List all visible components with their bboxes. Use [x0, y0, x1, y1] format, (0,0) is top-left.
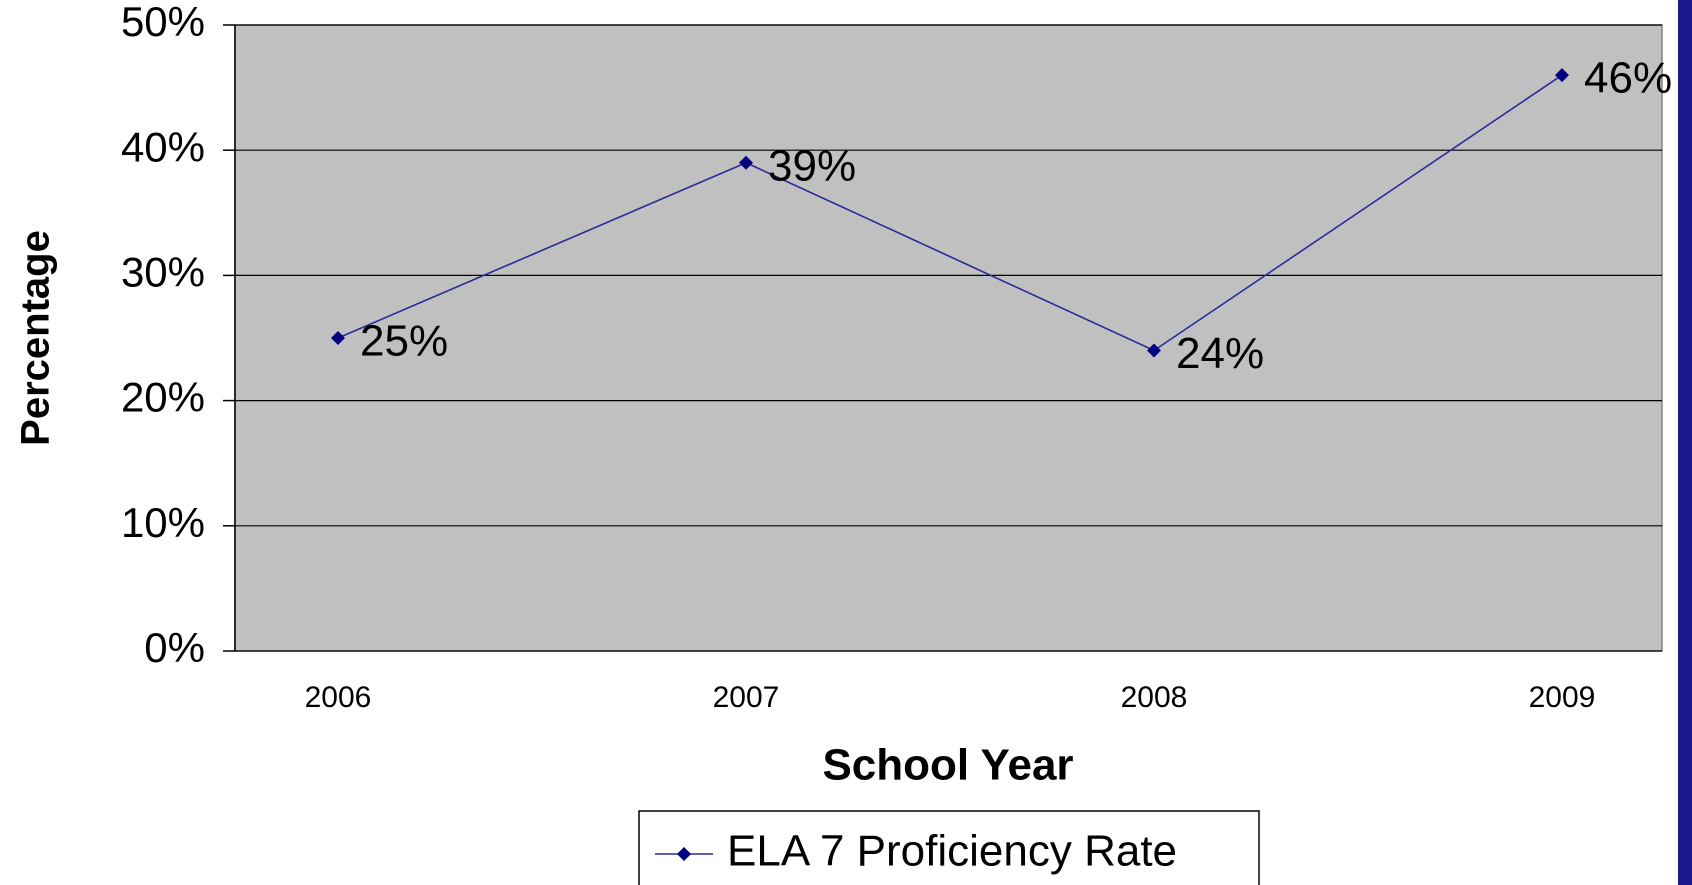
x-tick-label: 2007 [713, 681, 780, 714]
x-tick-label: 2008 [1121, 681, 1188, 714]
y-tick-label: 40% [121, 123, 205, 170]
marker [1147, 343, 1161, 358]
line [337, 74, 1563, 352]
y-tick-label: 0% [144, 624, 205, 671]
y-tick-label: 50% [121, 0, 205, 45]
x-tick-label: 2009 [1529, 681, 1596, 714]
x-axis-title: School Year [822, 741, 1073, 790]
legend-box [638, 810, 1260, 885]
x-tick-label: 2006 [305, 681, 372, 714]
marker [1555, 68, 1569, 83]
legend-marker [677, 847, 691, 861]
data-label: 39% [768, 141, 856, 190]
data-label: 24% [1176, 329, 1264, 378]
data-label: 46% [1584, 54, 1672, 103]
side-bar [1678, 0, 1692, 885]
marker [739, 155, 753, 170]
y-tick-label: 10% [121, 499, 205, 546]
marker [331, 331, 345, 345]
data-label: 25% [360, 317, 448, 366]
y-tick-label: 20% [121, 374, 205, 421]
y-tick-label: 30% [121, 248, 205, 295]
plot-area [234, 24, 1663, 652]
legend-label: ELA 7 Proficiency Rate [727, 827, 1177, 876]
y-axis-title: Percentage [14, 230, 58, 446]
